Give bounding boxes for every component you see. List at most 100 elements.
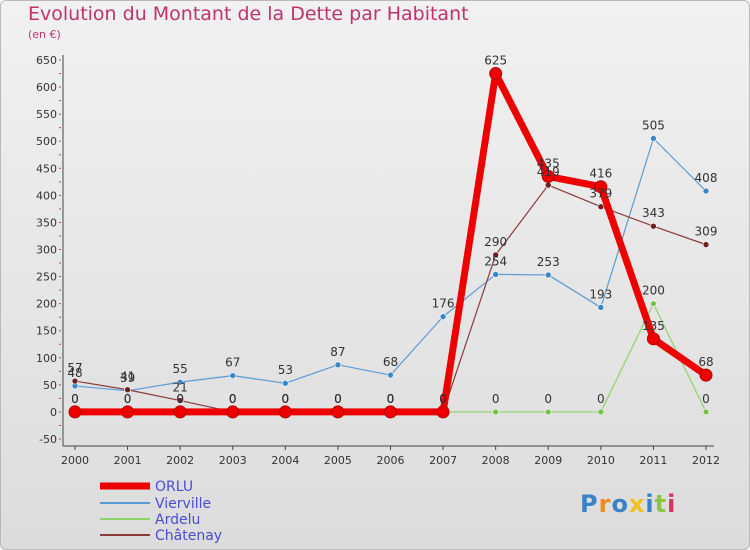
data-label-vierville: 254: [484, 254, 507, 268]
data-label-ardelu: 0: [176, 392, 184, 406]
data-point-ch-tenay: [702, 241, 710, 248]
data-label-orlu: 416: [589, 167, 612, 181]
data-label-ch-tenay: 41: [120, 370, 135, 384]
y-tick-label: 200: [36, 298, 57, 311]
data-label-ardelu: 0: [124, 392, 132, 406]
data-point-orlu: [173, 405, 187, 419]
proxiti-logo: Proxiti: [580, 490, 677, 518]
data-label-orlu: 0: [229, 392, 237, 406]
y-tick-label: 500: [36, 135, 57, 148]
y-tick-label: -50: [39, 433, 57, 446]
data-label-ardelu: 0: [71, 392, 79, 406]
x-tick-label: 2004: [271, 454, 299, 467]
data-label-ardelu: 0: [544, 392, 552, 406]
data-label-orlu: 0: [387, 392, 395, 406]
data-point-ardelu: [650, 300, 657, 307]
data-point-ch-tenay: [544, 181, 552, 189]
data-label-orlu: 435: [537, 156, 560, 170]
legend-label-ardelu: Ardelu: [155, 512, 200, 528]
data-label-vierville: 505: [642, 119, 665, 133]
data-label-ch-tenay: 0: [439, 392, 447, 406]
data-label-vierville: 408: [695, 171, 718, 185]
data-point-vierville: [176, 378, 184, 386]
y-tick-label: 350: [36, 216, 57, 229]
data-point-orlu: [699, 368, 713, 382]
data-label-ch-tenay: 0: [387, 392, 395, 406]
data-point-vierville: [334, 361, 342, 369]
data-label-vierville: 67: [225, 356, 240, 370]
x-tick-label: 2012: [692, 454, 720, 467]
data-point-orlu: [384, 405, 397, 419]
data-label-ch-tenay: 21: [173, 381, 188, 395]
data-label-ardelu: 0: [492, 392, 500, 406]
x-tick-label: 2000: [61, 454, 89, 467]
data-point-ch-tenay: [597, 203, 605, 211]
legend-label-vierville: Vierville: [155, 496, 211, 512]
data-point-vierville: [544, 271, 552, 279]
data-label-orlu: 0: [124, 392, 132, 406]
unit-label: (en €): [28, 28, 61, 41]
data-point-orlu: [68, 405, 82, 419]
data-label-ardelu: 200: [642, 284, 665, 298]
data-point-ardelu: [492, 408, 499, 416]
data-point-orlu: [278, 405, 292, 419]
legend-label-orlu: ORLU: [155, 479, 193, 495]
data-label-orlu: 0: [71, 392, 79, 406]
data-point-orlu: [489, 67, 503, 81]
data-point-vierville: [702, 187, 710, 195]
x-tick-label: 2011: [639, 454, 667, 467]
x-tick-label: 2007: [429, 454, 457, 467]
data-point-ch-tenay: [492, 251, 499, 259]
data-point-orlu: [121, 405, 135, 419]
data-label-ardelu: 0: [387, 392, 395, 406]
data-label-vierville: 193: [589, 287, 612, 301]
data-label-ch-tenay: 0: [229, 392, 237, 406]
data-label-vierville: 48: [67, 366, 82, 380]
data-label-ardelu: 0: [282, 392, 290, 406]
y-tick-label: 550: [36, 108, 57, 121]
y-tick-label: 450: [36, 162, 57, 175]
x-tick-label: 2002: [166, 454, 194, 467]
data-label-ardelu: 0: [334, 392, 342, 406]
data-point-orlu: [541, 169, 555, 183]
data-label-orlu: 135: [642, 319, 665, 333]
y-tick-label: 300: [36, 244, 57, 257]
data-label-orlu: 625: [484, 54, 507, 68]
data-point-ch-tenay: [71, 377, 79, 385]
data-point-vierville: [439, 313, 447, 320]
data-label-ch-tenay: 0: [334, 392, 342, 406]
y-tick-label: 250: [36, 271, 57, 284]
data-label-ch-tenay: 290: [484, 235, 507, 249]
data-label-vierville: 253: [537, 255, 560, 269]
data-point-vierville: [492, 271, 499, 278]
data-point-orlu: [646, 332, 660, 346]
y-tick-label: 100: [36, 352, 57, 365]
chart-title: Evolution du Montant de la Dette par Hab…: [28, 3, 469, 25]
data-point-vierville: [650, 135, 657, 142]
data-label-vierville: 176: [432, 297, 455, 311]
legend-label-ch-tenay: Châtenay: [155, 528, 222, 544]
data-label-vierville: 68: [383, 355, 398, 369]
data-label-orlu: 68: [698, 355, 713, 369]
data-point-orlu: [226, 405, 240, 419]
data-point-ch-tenay: [176, 397, 184, 404]
data-point-ardelu: [702, 408, 710, 416]
y-tick-label: 400: [36, 189, 57, 202]
x-tick-label: 2006: [377, 454, 405, 467]
data-point-ardelu: [597, 408, 605, 416]
data-label-vierville: 53: [278, 363, 293, 377]
data-label-ardelu: 0: [702, 392, 710, 406]
data-label-ardelu: 0: [229, 392, 237, 406]
data-point-ardelu: [544, 408, 552, 416]
x-tick-label: 2005: [324, 454, 352, 467]
data-point-orlu: [331, 405, 345, 419]
data-label-ch-tenay: 379: [589, 187, 612, 201]
data-label-ardelu: 0: [597, 392, 605, 406]
data-point-orlu: [436, 405, 450, 419]
data-label-ch-tenay: 343: [642, 206, 665, 220]
x-tick-label: 2009: [534, 454, 562, 467]
y-tick-label: 50: [43, 379, 57, 392]
data-point-vierville: [597, 304, 605, 311]
